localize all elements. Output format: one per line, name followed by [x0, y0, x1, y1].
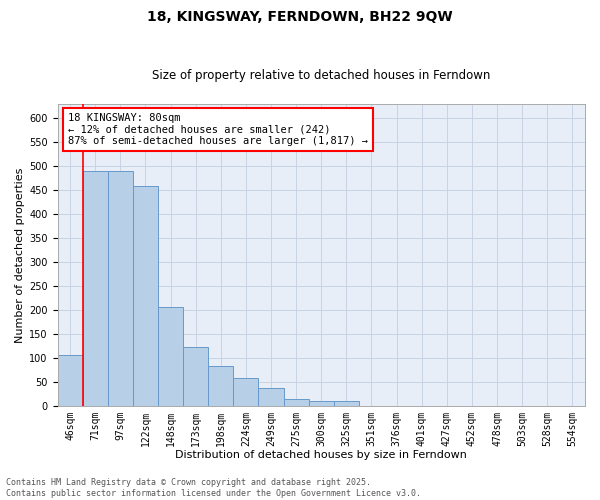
- Bar: [108, 171, 133, 406]
- X-axis label: Distribution of detached houses by size in Ferndown: Distribution of detached houses by size …: [175, 450, 467, 460]
- Bar: [133, 186, 158, 406]
- Y-axis label: Number of detached properties: Number of detached properties: [15, 167, 25, 342]
- Bar: [208, 366, 233, 406]
- Bar: [334, 401, 359, 406]
- Bar: [158, 306, 183, 406]
- Bar: [259, 388, 284, 406]
- Bar: [83, 171, 108, 406]
- Text: 18 KINGSWAY: 80sqm
← 12% of detached houses are smaller (242)
87% of semi-detach: 18 KINGSWAY: 80sqm ← 12% of detached hou…: [68, 113, 368, 146]
- Bar: [233, 378, 259, 406]
- Bar: [284, 400, 308, 406]
- Title: Size of property relative to detached houses in Ferndown: Size of property relative to detached ho…: [152, 69, 490, 82]
- Text: 18, KINGSWAY, FERNDOWN, BH22 9QW: 18, KINGSWAY, FERNDOWN, BH22 9QW: [147, 10, 453, 24]
- Bar: [58, 356, 83, 406]
- Bar: [183, 348, 208, 406]
- Text: Contains HM Land Registry data © Crown copyright and database right 2025.
Contai: Contains HM Land Registry data © Crown c…: [6, 478, 421, 498]
- Bar: [308, 401, 334, 406]
